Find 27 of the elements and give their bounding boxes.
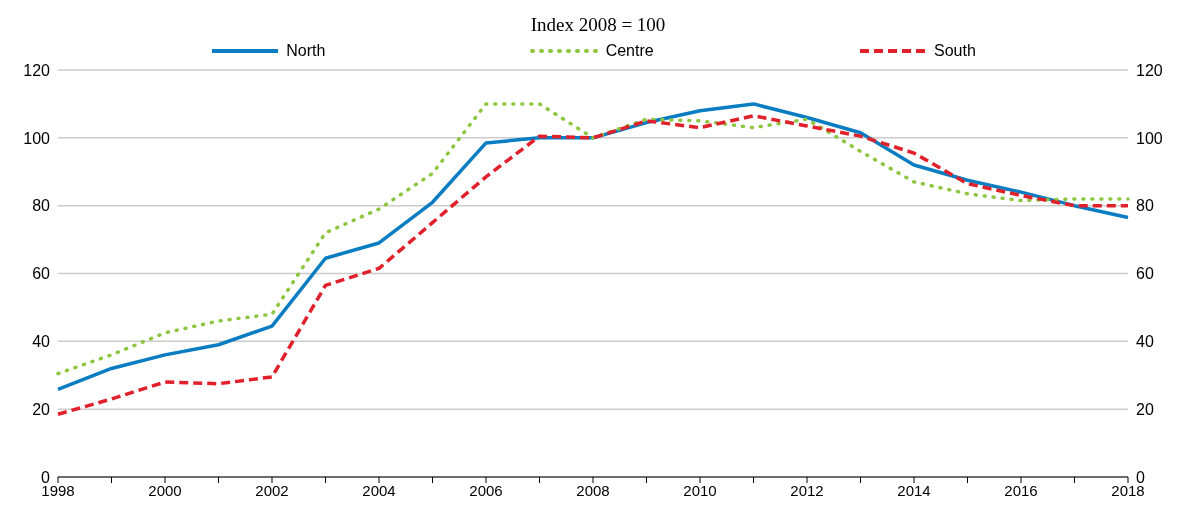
x-tick-label: 2002 — [255, 481, 289, 499]
x-tick-label: 2008 — [576, 481, 610, 499]
y-tick-label: 60 — [32, 265, 51, 283]
y2-tick-label: 60 — [1136, 265, 1154, 283]
legend-label: South — [934, 42, 976, 60]
x-tick-label: 2016 — [1004, 481, 1038, 499]
x-tick-label: 2006 — [469, 481, 503, 499]
x-tick-label: 2000 — [148, 481, 182, 499]
x-tick-label: 2012 — [790, 481, 824, 499]
x-tick-label: 2014 — [897, 481, 931, 499]
x-tick-label: 2004 — [362, 481, 396, 499]
y2-tick-label: 120 — [1136, 61, 1163, 79]
y2-tick-label: 0 — [1136, 468, 1145, 486]
y2-tick-label: 20 — [1136, 400, 1154, 418]
legend-label: Centre — [605, 42, 654, 60]
y-tick-label: 100 — [23, 129, 51, 147]
legend-label: North — [286, 42, 326, 60]
y2-tick-label: 80 — [1136, 197, 1154, 215]
y2-tick-label: 40 — [1136, 333, 1154, 351]
y-tick-label: 40 — [32, 333, 51, 351]
y-tick-label: 80 — [32, 197, 51, 215]
y2-tick-label: 100 — [1136, 129, 1163, 147]
x-tick-label: 2010 — [683, 481, 717, 499]
y-tick-label: 120 — [23, 61, 51, 79]
chart-title: Index 2008 = 100 — [529, 13, 667, 37]
y-tick-label: 20 — [32, 400, 51, 418]
y-tick-label: 0 — [41, 468, 51, 486]
